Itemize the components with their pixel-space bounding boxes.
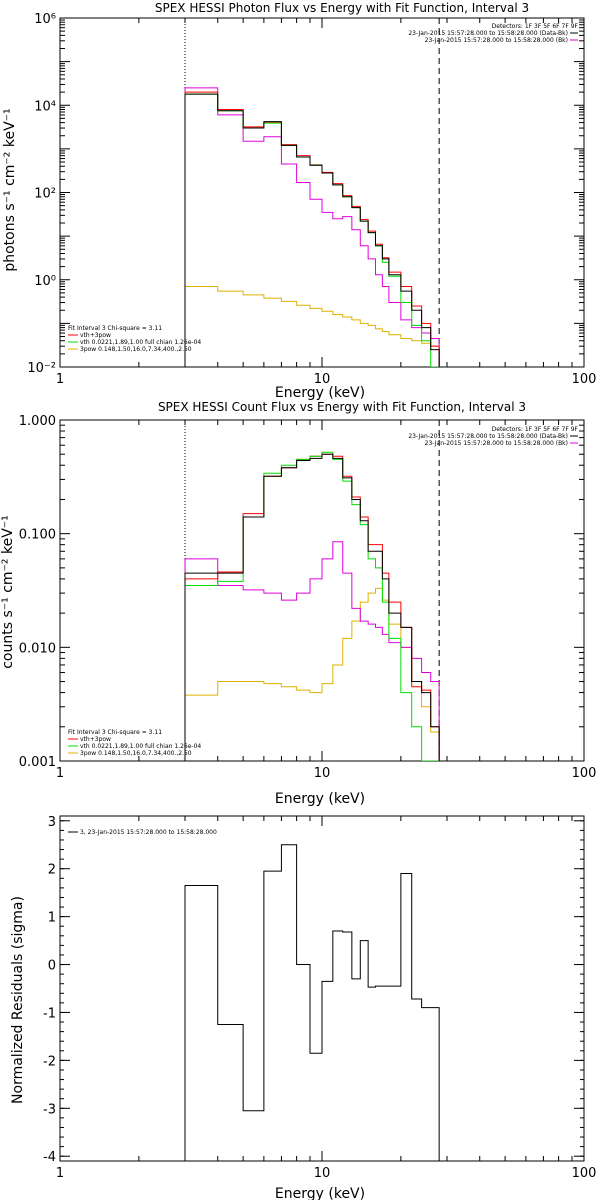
legend-entry: Fit Interval 3 Chi-square = 3.11 xyxy=(68,729,162,736)
x-tick-label: 10 xyxy=(314,766,331,781)
legend-entry: Fit Interval 3 Chi-square = 3.11 xyxy=(68,325,162,332)
y-tick-label: 10⁴ xyxy=(34,99,56,114)
y-tick-label: 0.100 xyxy=(19,528,56,543)
y-tick-label: -1 xyxy=(43,1006,56,1021)
y-tick-label: -2 xyxy=(43,1054,56,1069)
chart-title: SPEX HESSI Count Flux vs Energy with Fit… xyxy=(158,400,526,414)
legend-entry: vth+3pow xyxy=(80,332,111,339)
y-tick-label: 0 xyxy=(48,959,56,974)
y-tick-label: 0.001 xyxy=(19,755,56,770)
legend-entry: vth 0.0221,1.89,1.00 full chian 1.26e-04 xyxy=(80,743,201,750)
y-tick-label: 1 xyxy=(48,911,56,926)
count-flux-chart: SPEX HESSI Count Flux vs Energy with Fit… xyxy=(0,400,596,807)
legend-entry: 23-Jan-2015 15:57:28.000 to 15:58:28.000… xyxy=(425,440,568,447)
x-tick-label: 100 xyxy=(572,766,597,781)
plot-area: 1 10 100 0.001 0.010 0.100 1.000 Fit Interval 3… xyxy=(19,414,597,781)
x-tick-label: 1 xyxy=(56,1166,64,1181)
y-axis-label: photons s⁻¹ cm⁻² keV⁻¹ xyxy=(2,108,18,271)
chart-title: SPEX HESSI Photon Flux vs Energy with Fi… xyxy=(155,1,529,15)
x-tick-label: 1 xyxy=(56,372,64,387)
y-axis-label: counts s⁻¹ cm⁻² keV⁻¹ xyxy=(0,515,16,669)
x-axis-label: Energy (keV) xyxy=(275,791,365,807)
legend-entry: 23-Jan-2015 15:57:28.000 to 15:58:28.000… xyxy=(425,37,568,44)
x-tick-label: 10 xyxy=(314,1166,331,1181)
y-tick-label: -4 xyxy=(43,1150,56,1165)
series-line-3-23-jan-2015-15-57-28-000-to-15-58-28-000 xyxy=(184,844,440,1161)
y-tick-label: 2 xyxy=(48,863,56,878)
legend-entry: 3, 23-Jan-2015 15:57:28.000 to 15:58:28.… xyxy=(80,829,217,836)
y-axis-label: Normalized Residuals (sigma) xyxy=(10,896,26,1104)
y-tick-label: 3 xyxy=(48,815,56,830)
plot-area: 1 10 100 10⁻² 10⁰ 10² 10⁴ 10⁶ Fit Interval 3 Chi… xyxy=(27,12,596,387)
x-tick-label: 100 xyxy=(572,1166,597,1181)
x-tick-label: 1 xyxy=(56,766,64,781)
y-tick-label: -3 xyxy=(43,1102,56,1117)
x-tick-label: 10 xyxy=(314,372,331,387)
legend-entry: 23-Jan-2015 15:57:28.000 to 15:58:28.000… xyxy=(408,30,568,37)
plot-area: 1 10 100 -4 -3 -2 -1 0 1 2 3 3, 23-Jan-2015 15:57:2… xyxy=(43,815,596,1181)
legend-entry: vth+3pow xyxy=(80,736,111,743)
y-tick-label: 10⁶ xyxy=(34,12,56,27)
y-tick-label: 10² xyxy=(34,187,56,202)
legend-entry: 23-Jan-2015 15:57:28.000 to 15:58:28.000… xyxy=(408,433,568,440)
photon-flux-chart: SPEX HESSI Photon Flux vs Energy with Fi… xyxy=(2,1,596,401)
legend-entry: vth 0.0221,1.89,1.00 full chian 1.26e-04 xyxy=(80,339,201,346)
y-tick-label: 10⁰ xyxy=(34,274,56,289)
series-line-data-bk xyxy=(184,453,440,761)
legend-entry: 3pow 0.148,1.50,16.0,7.34,400.,2.50 xyxy=(80,346,192,353)
y-tick-label: 0.010 xyxy=(19,641,56,656)
x-axis-label: Energy (keV) xyxy=(275,385,365,401)
legend-entry: 3pow 0.148,1.50,16.0,7.34,400.,2.50 xyxy=(80,750,192,757)
y-tick-label: 10⁻² xyxy=(27,361,56,376)
y-tick-label: 1.000 xyxy=(19,414,56,429)
legend-entry: Detectors: 1F 3F 5F 6F 7F 9F xyxy=(492,23,579,30)
residuals-chart: Energy (keV) Normalized Residuals (sigma… xyxy=(10,815,596,1200)
series-line-3pow xyxy=(184,286,440,367)
legend-entry: Detectors: 1F 3F 5F 6F 7F 9F xyxy=(492,426,579,433)
series-line-data-bk xyxy=(184,93,440,367)
x-tick-label: 100 xyxy=(572,372,597,387)
x-axis-label: Energy (keV) xyxy=(275,1186,365,1200)
